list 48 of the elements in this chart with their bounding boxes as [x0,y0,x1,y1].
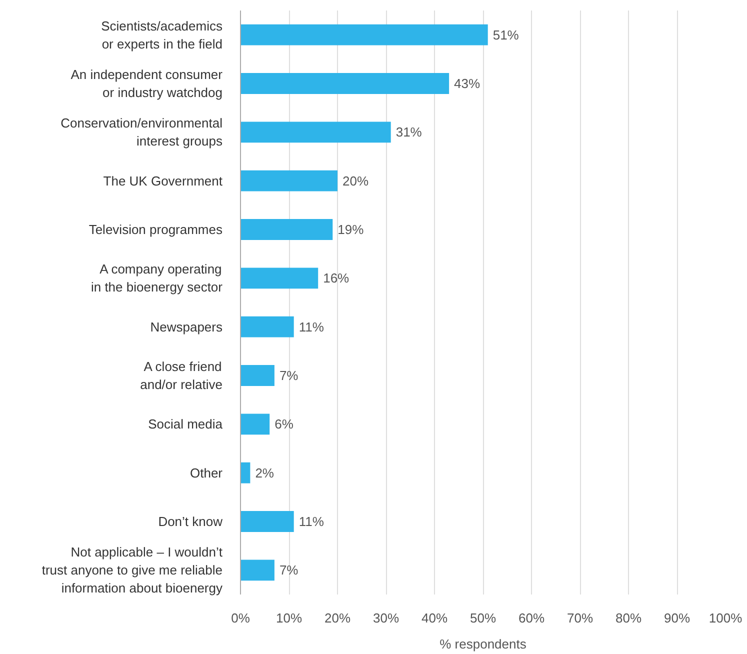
bar [240,219,333,240]
y-tick-label: The UK Government [103,173,223,188]
bar [240,414,270,435]
x-tick-label: 20% [324,610,351,626]
x-tick-label: 30% [372,610,400,626]
bar [240,170,338,192]
x-tick-label: 0% [231,610,250,626]
x-axis-title: % respondents [440,636,527,652]
data-label: 2% [255,465,274,480]
x-tick-label: 40% [421,610,448,626]
y-tick-label: A close friend and/or relative [140,359,223,392]
data-label: 7% [279,368,299,383]
data-label: 51% [492,27,520,42]
bar [240,24,488,46]
data-label: 19% [338,222,364,237]
bar [240,316,294,338]
y-tick-label: Other [190,465,224,480]
y-tick-label: A company operating in the bioenergy sector [90,262,224,295]
bar [240,73,450,94]
x-tick-label: 90% [664,610,690,626]
data-label: 7% [279,562,299,578]
x-tick-label: 100% [708,610,743,626]
data-label: 11% [298,319,324,334]
data-label: 11% [298,514,324,529]
y-tick-label: Don’t know [158,514,224,529]
bar [240,511,294,532]
bar [240,365,274,386]
x-tick-label: 80% [615,610,642,626]
bar [240,560,274,581]
bar [240,462,250,484]
x-tick-label: 60% [518,610,545,626]
y-tick-label: Conservation/environmental interest groups [60,116,223,149]
data-label: 43% [454,76,481,91]
x-tick-label: 10% [276,610,302,626]
data-label: 31% [396,124,422,140]
y-tick-label: Television programmes [88,222,223,237]
data-label: 20% [342,173,369,188]
y-tick-label: Not applicable – I wouldn’t trust anyone to give me reliable information about bioenergy [42,544,223,596]
bar [240,122,391,143]
y-tick-label: An independent consumer or industry watchdog [70,67,224,100]
y-tick-label: Newspapers [150,319,223,334]
bar [240,268,318,289]
x-tick-label: 70% [566,610,594,626]
x-tick-label: 50% [470,610,496,626]
y-tick-label: Social media [148,416,224,432]
y-tick-label: Scientists/academics or experts in the field [101,18,223,52]
data-label: 16% [323,270,350,286]
data-label: 6% [274,416,294,432]
